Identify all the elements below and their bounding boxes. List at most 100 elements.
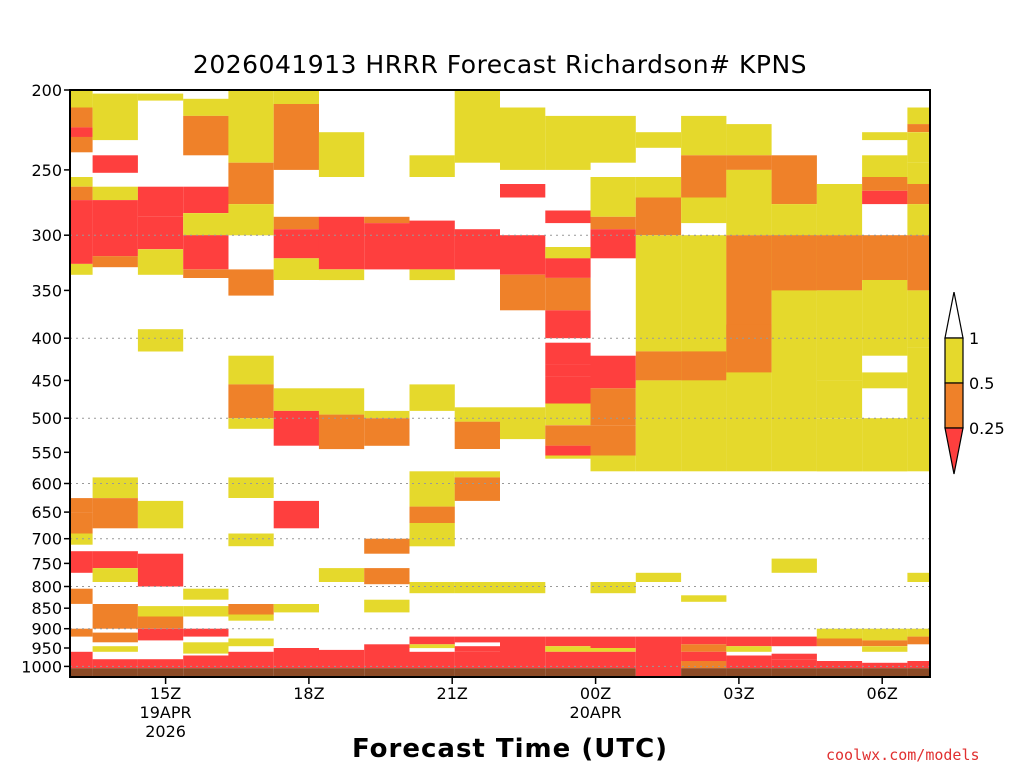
credit-link[interactable]: coolwx.com/models (826, 746, 980, 764)
heatmap-cell (726, 655, 772, 661)
y-tick-label: 900 (31, 620, 62, 639)
heatmap-cell (771, 235, 817, 291)
heatmap-cell (635, 235, 682, 301)
heatmap-cell (364, 418, 410, 446)
heatmap-cell (137, 628, 184, 641)
heatmap-cell (771, 659, 817, 669)
heatmap-cell (92, 659, 138, 669)
y-tick-label: 450 (31, 371, 62, 390)
heatmap-cell (70, 107, 93, 128)
heatmap-cell (409, 582, 455, 594)
heatmap-cell (545, 455, 591, 459)
heatmap-cell (137, 249, 184, 275)
heatmap-cell (409, 220, 455, 270)
heatmap-cell (318, 414, 365, 450)
heatmap-cell (183, 213, 229, 236)
heatmap-cell (318, 668, 365, 677)
heatmap-cell (92, 568, 138, 582)
heatmap-cell (545, 668, 591, 677)
heatmap-cell (545, 636, 591, 647)
heatmap-cell (545, 258, 591, 278)
heatmap-cell (907, 124, 930, 133)
heatmap-cell (228, 162, 274, 205)
heatmap-cell (273, 604, 319, 613)
heatmap-cell (545, 342, 591, 365)
x-tick-label: 00Z (580, 684, 611, 703)
heatmap-cells (70, 90, 930, 677)
heatmap-cell (907, 184, 930, 205)
heatmap-cell (70, 551, 93, 573)
heatmap-cell (635, 636, 682, 677)
heatmap-cell (545, 646, 591, 652)
heatmap-cell (545, 115, 591, 170)
heatmap-cell (907, 628, 930, 637)
heatmap-cell (726, 661, 772, 669)
heatmap-cell (228, 90, 274, 163)
y-tick-label: 1000 (21, 657, 62, 676)
heatmap-cell (92, 498, 138, 529)
heatmap-cell (545, 277, 591, 311)
y-tick-label: 500 (31, 409, 62, 428)
heatmap-cell (545, 651, 591, 669)
heatmap-cell (70, 263, 93, 275)
heatmap-cell (635, 572, 682, 582)
heatmap-cell (137, 668, 184, 677)
heatmap-cell (862, 155, 908, 177)
heatmap-cell (816, 290, 863, 381)
heatmap-cell (273, 229, 319, 259)
heatmap-cell (816, 668, 863, 677)
heatmap-cell (70, 90, 93, 108)
heatmap-cell (183, 642, 229, 654)
heatmap-cell (545, 403, 591, 426)
legend-swatch (944, 337, 964, 384)
heatmap-cell (862, 280, 908, 356)
heatmap-cell (137, 616, 184, 629)
heatmap-cell (318, 269, 365, 281)
heatmap-cell (635, 132, 682, 148)
heatmap-cell (907, 403, 930, 472)
heatmap-cell (907, 290, 930, 348)
heatmap-cell (681, 197, 727, 224)
heatmap-cell (862, 640, 908, 647)
x-tick-label: 20APR (570, 703, 622, 722)
heatmap-cell (726, 235, 772, 339)
y-tick-label: 250 (31, 161, 62, 180)
heatmap-cell (273, 410, 319, 446)
heatmap-cell (183, 98, 229, 116)
heatmap-cell (681, 380, 727, 472)
y-tick-label: 200 (31, 81, 62, 100)
heatmap-cell (92, 551, 138, 569)
y-tick-label: 300 (31, 226, 62, 245)
heatmap-cell (409, 644, 455, 649)
legend-label: 0.25 (969, 419, 1005, 438)
heatmap-cell (862, 418, 908, 472)
plot-frame (69, 89, 931, 678)
heatmap-cell (228, 204, 274, 236)
heatmap-cell (70, 628, 93, 637)
heatmap-cell (70, 533, 93, 545)
heatmap-cell (907, 347, 930, 404)
heatmap-cell (590, 648, 636, 652)
heatmap-cell (681, 115, 727, 156)
heatmap-cell (137, 606, 184, 617)
heatmap-cell (228, 384, 274, 419)
heatmap-cell (500, 274, 546, 311)
heatmap-cell (318, 132, 365, 177)
heatmap-cell (364, 599, 410, 613)
y-tick-label: 350 (31, 281, 62, 300)
heatmap-cell (92, 668, 138, 677)
heatmap-cell (862, 668, 908, 677)
heatmap-cell (681, 595, 727, 602)
heatmap-cell (183, 655, 229, 669)
heatmap-cell (183, 269, 229, 278)
heatmap-cell (907, 204, 930, 236)
heatmap-cell (70, 512, 93, 534)
heatmap-cell (907, 132, 930, 163)
heatmap-cell (92, 93, 138, 141)
heatmap-cell (590, 355, 636, 389)
heatmap-cell (545, 364, 591, 377)
heatmap-cell (590, 582, 636, 594)
heatmap-cell (771, 636, 817, 647)
y-tick-label: 650 (31, 503, 62, 522)
